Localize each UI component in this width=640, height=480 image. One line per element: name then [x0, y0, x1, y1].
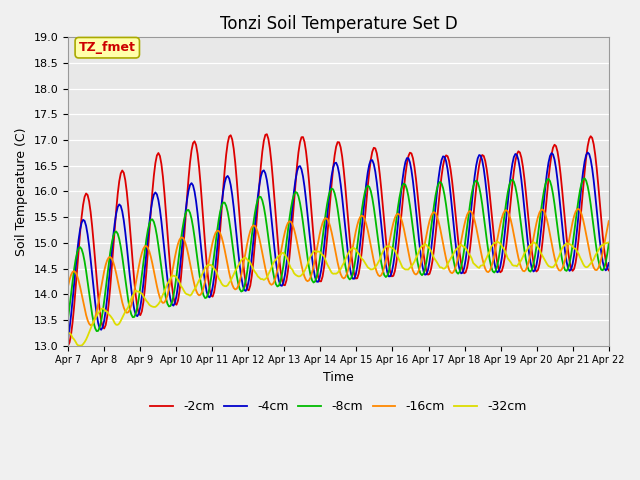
-8cm: [245, 257, 253, 263]
-4cm: [131, 307, 138, 312]
Line: -4cm: -4cm: [68, 153, 609, 338]
-32cm: [64, 331, 72, 336]
-16cm: [578, 212, 586, 217]
-8cm: [302, 243, 310, 249]
-4cm: [243, 285, 251, 290]
-32cm: [578, 258, 586, 264]
-8cm: [254, 197, 262, 203]
Title: Tonzi Soil Temperature Set D: Tonzi Soil Temperature Set D: [220, 15, 457, 33]
-16cm: [87, 323, 95, 328]
-8cm: [605, 241, 612, 247]
Line: -2cm: -2cm: [68, 134, 609, 346]
-4cm: [252, 208, 260, 214]
-16cm: [132, 280, 140, 286]
-16cm: [302, 277, 310, 283]
-32cm: [132, 288, 140, 293]
-8cm: [581, 175, 589, 181]
-32cm: [75, 343, 83, 348]
-2cm: [576, 220, 584, 226]
-4cm: [575, 211, 582, 216]
-2cm: [225, 133, 233, 139]
-16cm: [605, 218, 612, 224]
-16cm: [245, 234, 253, 240]
-2cm: [64, 343, 72, 348]
-4cm: [64, 336, 72, 341]
-8cm: [132, 311, 140, 316]
-8cm: [64, 316, 72, 322]
Line: -16cm: -16cm: [68, 209, 609, 325]
-2cm: [605, 267, 612, 273]
-32cm: [245, 258, 253, 264]
-2cm: [131, 278, 138, 284]
-4cm: [584, 150, 591, 156]
-2cm: [243, 287, 251, 292]
X-axis label: Time: Time: [323, 371, 354, 384]
-8cm: [227, 228, 234, 234]
Line: -32cm: -32cm: [68, 241, 609, 346]
-16cm: [254, 229, 262, 235]
Y-axis label: Soil Temperature (C): Soil Temperature (C): [15, 127, 28, 256]
-32cm: [254, 274, 262, 279]
-4cm: [225, 176, 233, 181]
-2cm: [302, 148, 310, 154]
-32cm: [302, 265, 310, 271]
Legend: -2cm, -4cm, -8cm, -16cm, -32cm: -2cm, -4cm, -8cm, -16cm, -32cm: [145, 395, 531, 418]
-16cm: [64, 284, 72, 289]
-8cm: [576, 187, 584, 192]
-8cm: [93, 328, 100, 334]
-4cm: [605, 260, 612, 266]
Text: TZ_fmet: TZ_fmet: [79, 41, 136, 54]
-2cm: [263, 132, 271, 137]
Line: -8cm: -8cm: [68, 178, 609, 331]
-2cm: [252, 222, 260, 228]
-32cm: [227, 278, 234, 284]
-16cm: [575, 206, 582, 212]
-32cm: [605, 240, 612, 245]
-32cm: [493, 239, 501, 244]
-16cm: [227, 276, 234, 282]
-4cm: [301, 184, 308, 190]
